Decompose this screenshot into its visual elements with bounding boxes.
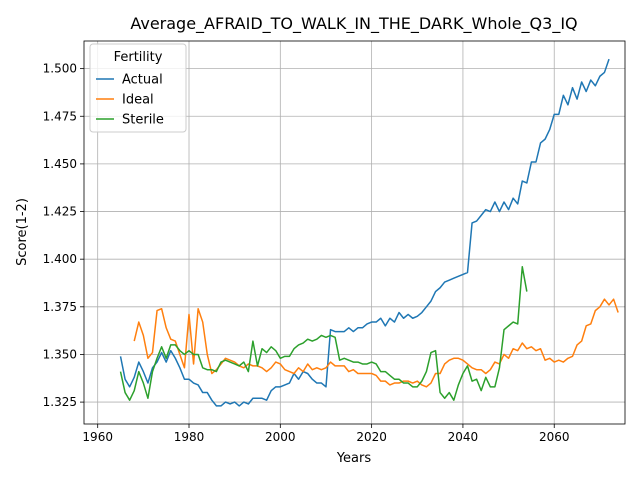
grid-lines — [84, 41, 625, 424]
legend-box — [89, 43, 187, 133]
plot-frame — [83, 40, 626, 425]
y-tick-label: 1.425 — [43, 205, 77, 219]
y-tick-label: 1.500 — [43, 62, 77, 76]
x-tick-label: 2040 — [448, 430, 479, 444]
series-lines — [119, 58, 619, 407]
y-tick-label: 1.400 — [43, 252, 77, 266]
x-tick-label: 1960 — [82, 430, 113, 444]
x-tick-label: 2060 — [539, 430, 570, 444]
series-line-actual — [119, 58, 610, 407]
y-tick-label: 1.450 — [43, 157, 77, 171]
x-tick-label: 2020 — [356, 430, 387, 444]
y-tick-label: 1.325 — [43, 395, 77, 409]
y-axis-label: Score(1-2) — [15, 198, 30, 266]
x-tick-label: 2000 — [265, 430, 296, 444]
y-tick-label: 1.350 — [43, 347, 77, 361]
legend-label-sterile: Sterile — [122, 113, 164, 128]
legend-label-actual: Actual — [122, 73, 163, 88]
x-axis-ticks: 1960 1980 2000 2020 2040 2060 — [82, 424, 570, 444]
y-tick-label: 1.475 — [43, 109, 77, 123]
y-axis-ticks: 1.325 1.350 1.375 1.400 1.425 1.450 1.475 1.500 — [43, 62, 84, 409]
y-tick-label: 1.375 — [43, 300, 77, 314]
series-line-ideal — [133, 298, 619, 388]
legend-title: Fertility — [114, 50, 163, 65]
x-axis-label: Years — [336, 451, 372, 466]
legend-items: Actual Ideal Sterile — [96, 73, 164, 128]
legend: Fertility Actual Ideal Sterile — [89, 43, 187, 133]
legend-label-ideal: Ideal — [122, 93, 154, 108]
chart-title: Average_AFRAID_TO_WALK_IN_THE_DARK_Whole… — [130, 14, 577, 34]
series-line-sterile — [119, 266, 528, 401]
x-tick-label: 1980 — [174, 430, 205, 444]
